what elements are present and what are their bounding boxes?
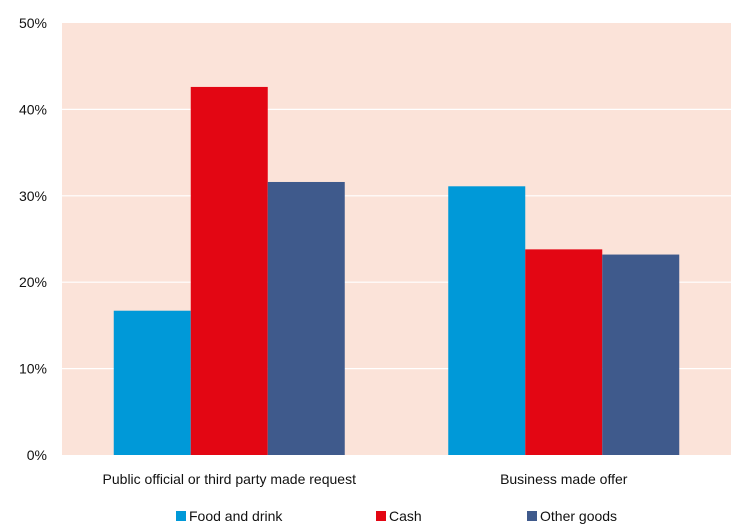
legend-label: Other goods — [540, 508, 617, 524]
x-category-label: Business made offer — [500, 471, 628, 487]
x-category-label: Public official or third party made requ… — [103, 471, 357, 487]
bar-cash — [525, 249, 603, 455]
y-tick-label: 0% — [27, 447, 47, 463]
legend-label: Food and drink — [189, 508, 283, 524]
legend-item: Cash — [376, 508, 422, 524]
y-tick-label: 20% — [19, 274, 47, 290]
legend-swatch — [176, 511, 186, 521]
legend-item: Food and drink — [176, 508, 283, 524]
bar-cash — [190, 86, 268, 455]
bars — [113, 86, 680, 455]
y-tick-label: 50% — [19, 15, 47, 31]
bar-other-goods — [602, 254, 680, 455]
y-tick-label: 10% — [19, 361, 47, 377]
bar-food-and-drink — [448, 186, 526, 455]
legend-swatch — [376, 511, 386, 521]
legend: Food and drink Cash Other goods — [176, 508, 617, 524]
x-axis: Public official or third party made requ… — [103, 471, 628, 487]
legend-item: Other goods — [527, 508, 617, 524]
y-tick-label: 30% — [19, 188, 47, 204]
legend-label: Cash — [389, 508, 422, 524]
y-tick-label: 40% — [19, 101, 47, 117]
bar-food-and-drink — [113, 310, 191, 455]
y-axis: 0% 10% 20% 30% 40% 50% — [19, 15, 47, 463]
legend-swatch — [527, 511, 537, 521]
bar-other-goods — [267, 181, 345, 455]
